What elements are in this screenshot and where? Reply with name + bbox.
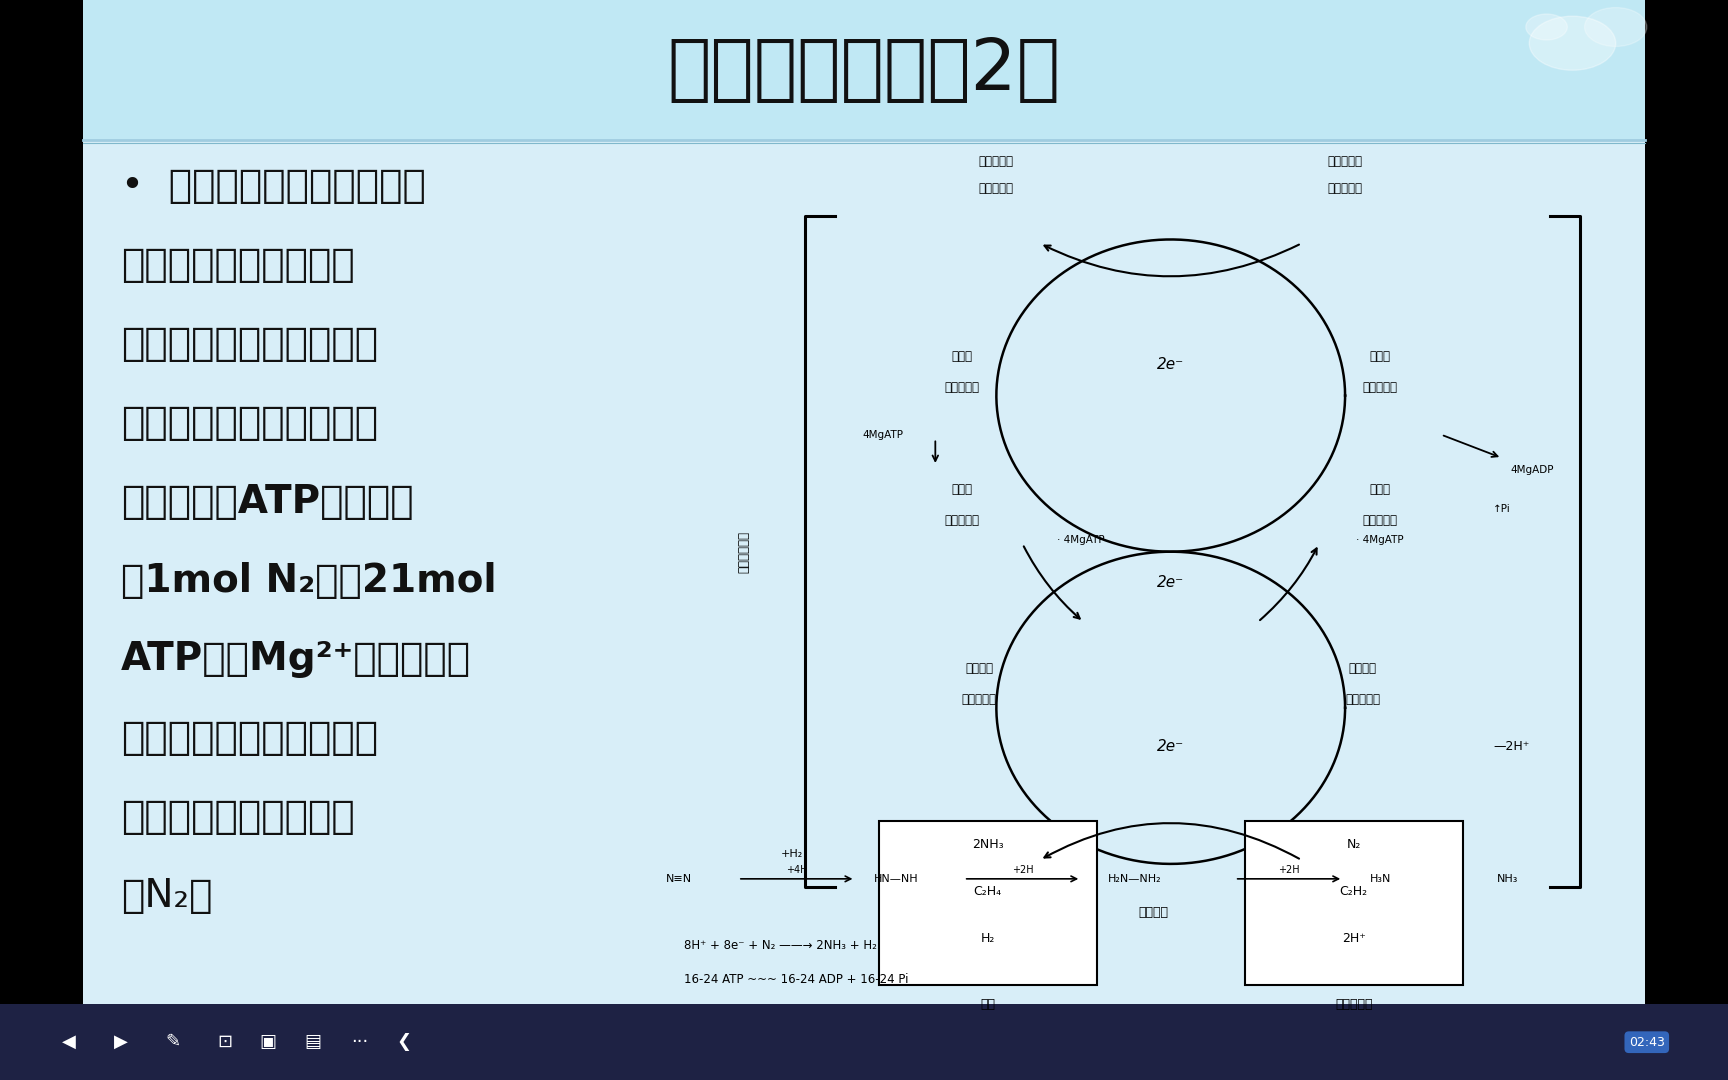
Bar <box>0 1004 1728 1080</box>
Text: 电子载体（铁氧还蛋白、: 电子载体（铁氧还蛋白、 <box>121 719 378 757</box>
Text: 钼铁蛋白: 钼铁蛋白 <box>1348 662 1377 675</box>
Text: ⊡: ⊡ <box>218 1034 232 1051</box>
Text: 16-24 ATP ~~~ 16-24 ADP + 16-24 Pi: 16-24 ATP ~~~ 16-24 ADP + 16-24 Pi <box>684 973 909 986</box>
Text: · 4MgATP: · 4MgATP <box>1356 535 1403 545</box>
Text: （氧化型）: （氧化型） <box>1362 381 1398 394</box>
Text: 铁蛋白: 铁蛋白 <box>1370 350 1391 363</box>
Text: （还原型）: （还原型） <box>943 514 980 527</box>
Text: 4MgADP: 4MgADP <box>1510 464 1553 475</box>
Text: C₂H₄: C₂H₄ <box>973 885 1002 897</box>
Text: 2NH₃: 2NH₃ <box>971 838 1004 851</box>
Text: H₂N—NH₂: H₂N—NH₂ <box>1108 874 1161 883</box>
Text: 原1mol N₂需要21mol: 原1mol N₂需要21mol <box>121 562 496 599</box>
Bar <box>0 0 83 1080</box>
Text: HN—NH: HN—NH <box>873 874 918 883</box>
Text: 2e⁻: 2e⁻ <box>1158 356 1184 372</box>
Text: 铁氧还蛋白: 铁氧还蛋白 <box>1327 154 1363 167</box>
Text: ◀: ◀ <box>62 1034 76 1051</box>
Text: •  生物固氮的基本条件：固: • 生物固氮的基本条件：固 <box>121 167 425 205</box>
Text: +H₂: +H₂ <box>781 849 804 859</box>
Text: 固氮酶底物: 固氮酶底物 <box>1336 998 1372 1011</box>
FancyBboxPatch shape <box>1244 821 1464 985</box>
Text: 白）、厌氧（铁蛋白和钼: 白）、厌氧（铁蛋白和钼 <box>121 325 378 363</box>
Text: 2e⁻: 2e⁻ <box>1158 576 1184 591</box>
Text: ❮: ❮ <box>397 1034 411 1051</box>
Text: N₂: N₂ <box>1346 838 1362 851</box>
Text: 2H⁺: 2H⁺ <box>1343 932 1365 945</box>
Text: （还原型）: （还原型） <box>1327 183 1363 195</box>
Text: 产物: 产物 <box>980 998 995 1011</box>
Text: —2H⁺: —2H⁺ <box>1493 740 1529 754</box>
Text: 铁蛋白: 铁蛋白 <box>1370 483 1391 496</box>
Text: 黄素氧还蛋白）、底物: 黄素氧还蛋白）、底物 <box>121 798 354 836</box>
Text: ▣: ▣ <box>259 1034 276 1051</box>
Text: （还原型）: （还原型） <box>1344 693 1381 706</box>
Text: 逆失活）、ATP（平均还: 逆失活）、ATP（平均还 <box>121 483 413 521</box>
Text: （氧化型）: （氧化型） <box>1362 514 1398 527</box>
Text: H₃N: H₃N <box>1370 874 1391 883</box>
Text: ▶: ▶ <box>114 1034 128 1051</box>
Text: C₂H₂: C₂H₂ <box>1339 885 1369 897</box>
Text: N≡N: N≡N <box>665 874 691 883</box>
Text: （N₂）: （N₂） <box>121 877 213 915</box>
Text: 8H⁺ + 8e⁻ + N₂ ——→ 2NH₃ + H₂: 8H⁺ + 8e⁻ + N₂ ——→ 2NH₃ + H₂ <box>684 940 876 953</box>
Circle shape <box>1526 14 1567 40</box>
Text: 铁蛋白在有氧条件下不可: 铁蛋白在有氧条件下不可 <box>121 404 378 442</box>
Circle shape <box>1585 8 1647 46</box>
Circle shape <box>1529 16 1616 70</box>
Text: ▤: ▤ <box>304 1034 321 1051</box>
Text: +4H: +4H <box>786 865 807 876</box>
Text: 氮酶（铁蛋白和钼铁蛋: 氮酶（铁蛋白和钼铁蛋 <box>121 246 354 284</box>
Text: 铁氧还蛋白: 铁氧还蛋白 <box>978 154 1014 167</box>
Bar <box>1645 0 1728 1080</box>
Text: ↑Pi: ↑Pi <box>1493 503 1510 514</box>
FancyBboxPatch shape <box>878 821 1097 985</box>
Text: +2H: +2H <box>1011 865 1033 876</box>
Text: 总反应式: 总反应式 <box>1139 906 1168 919</box>
Text: （氧化型）: （氧化型） <box>978 183 1014 195</box>
Text: 2e⁻: 2e⁻ <box>1158 740 1184 754</box>
Text: 铁蛋白: 铁蛋白 <box>950 350 971 363</box>
Text: +2H: +2H <box>1279 865 1299 876</box>
Text: （氧化型）: （氧化型） <box>961 693 997 706</box>
Text: 铁蛋白: 铁蛋白 <box>950 483 971 496</box>
Text: ···: ··· <box>351 1034 368 1051</box>
Text: ATP）、Mg²⁺、还原力及: ATP）、Mg²⁺、还原力及 <box>121 640 472 678</box>
Bar <box>83 0 1645 140</box>
Text: 固氮酶复合物: 固氮酶复合物 <box>738 530 750 572</box>
Text: 4MgATP: 4MgATP <box>862 430 904 440</box>
Text: 钼铁蛋白: 钼铁蛋白 <box>964 662 994 675</box>
Bar <box>83 140 1645 1004</box>
Text: （还原型）: （还原型） <box>943 381 980 394</box>
Text: H₂: H₂ <box>980 932 995 945</box>
Text: · 4MgATP: · 4MgATP <box>1058 535 1104 545</box>
Text: 生物固氮作用（2）: 生物固氮作用（2） <box>667 36 1061 105</box>
Text: ✎: ✎ <box>166 1034 180 1051</box>
Text: 02:43: 02:43 <box>1630 1036 1664 1049</box>
Text: NH₃: NH₃ <box>1496 874 1519 883</box>
